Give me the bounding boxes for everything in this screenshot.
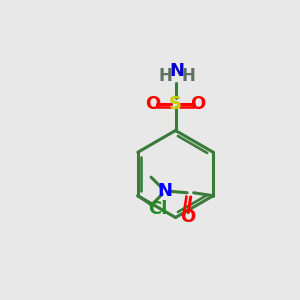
Text: N: N bbox=[169, 62, 184, 80]
Text: O: O bbox=[180, 208, 195, 226]
Text: N: N bbox=[158, 182, 173, 200]
Text: H: H bbox=[159, 67, 173, 85]
Text: O: O bbox=[190, 94, 206, 112]
Text: S: S bbox=[169, 94, 182, 112]
Text: H: H bbox=[181, 67, 195, 85]
Text: O: O bbox=[146, 94, 160, 112]
Text: Cl: Cl bbox=[148, 200, 167, 218]
